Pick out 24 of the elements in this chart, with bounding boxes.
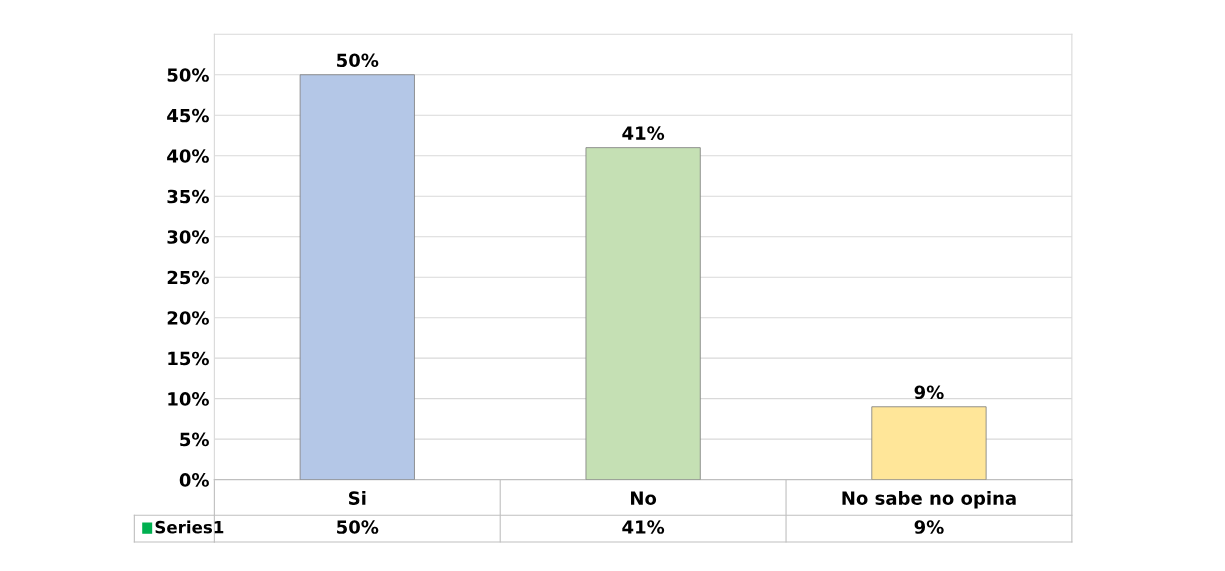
bar xyxy=(871,406,987,480)
y-tick-label: 15% xyxy=(168,351,209,366)
y-tick-label: 0% xyxy=(179,473,209,487)
y-tick-label: 5% xyxy=(180,432,209,447)
y-tick-label: 45% xyxy=(167,108,209,123)
text: 41% xyxy=(622,126,665,140)
y-tick-label: 35% xyxy=(167,189,209,204)
text: 50% xyxy=(337,53,379,68)
y-tick-label: 20% xyxy=(167,311,209,325)
y-tick-label: 10% xyxy=(168,392,209,406)
x-tick-label: No sabe no opina xyxy=(842,490,1016,509)
y-tick-label: 30% xyxy=(167,230,209,244)
y-tick-label: 25% xyxy=(167,270,209,285)
data-label: 41% xyxy=(622,520,665,534)
bar xyxy=(585,147,701,480)
x-tick-label: Si xyxy=(348,490,366,505)
data-label: 50% xyxy=(337,520,379,534)
y-tick-label: 40% xyxy=(167,149,209,163)
data-label: 9% xyxy=(914,520,944,534)
x-tick-label: No xyxy=(631,491,657,505)
text: 9% xyxy=(914,385,944,400)
y-tick-label: 50% xyxy=(167,68,209,82)
text: Series1 xyxy=(155,520,224,534)
bar xyxy=(299,74,415,480)
